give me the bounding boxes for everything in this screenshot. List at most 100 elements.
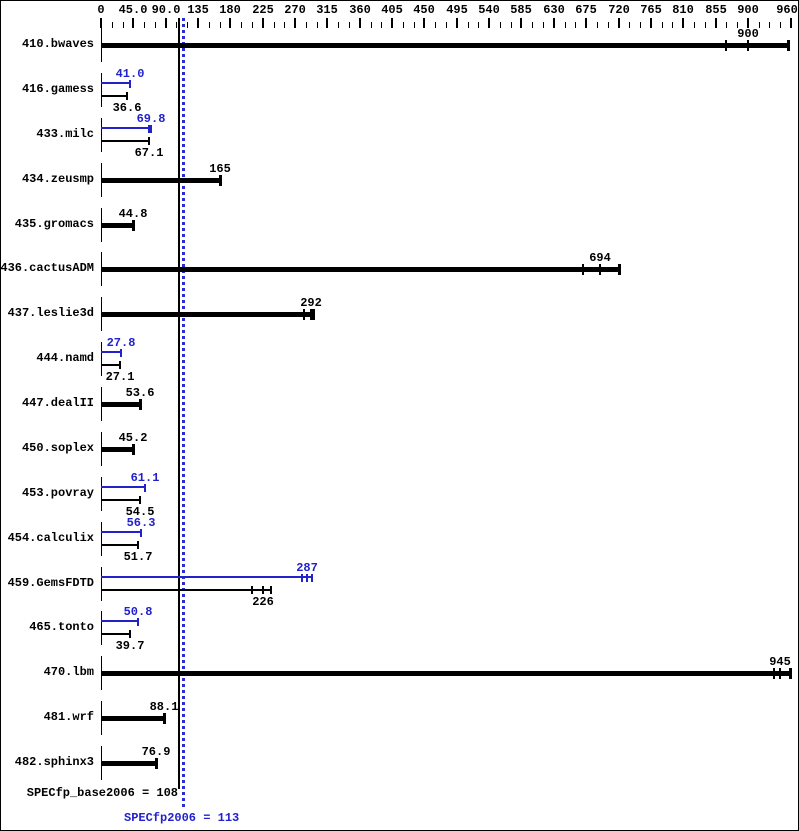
axis-tick-label: 450 — [413, 3, 435, 17]
benchmark-label: 436.cactusADM — [0, 261, 94, 275]
axis-tick-label: 180 — [219, 3, 241, 17]
benchmark-label: 482.sphinx3 — [14, 755, 94, 769]
run-tick — [789, 668, 792, 679]
base-value-label: 45.2 — [118, 431, 148, 445]
peak-bar — [101, 351, 122, 353]
run-tick — [303, 309, 305, 320]
base-bar — [101, 364, 121, 366]
run-tick — [144, 484, 146, 492]
axis-tick-label: 360 — [349, 3, 371, 17]
axis-minor-tick — [435, 22, 436, 28]
benchmark-label: 447.dealII — [21, 396, 94, 410]
axis-minor-tick — [220, 22, 221, 28]
base-bar — [101, 671, 791, 676]
benchmark-label: 444.namd — [36, 351, 94, 365]
axis-minor-tick — [187, 22, 188, 28]
run-tick — [310, 309, 312, 320]
axis-major-tick — [165, 18, 167, 28]
base-value-label: 27.1 — [105, 370, 135, 384]
axis-major-tick — [100, 18, 102, 28]
axis-tick-label: 720 — [608, 3, 630, 17]
base-value-label: 53.6 — [125, 386, 155, 400]
axis-tick-label: 495 — [446, 3, 468, 17]
run-tick — [155, 758, 158, 769]
axis-tick-label: 270 — [284, 3, 306, 17]
peak-bar — [101, 576, 313, 578]
row-baseline-tick — [101, 342, 102, 376]
specfp-base2006-score-label: SPECfp_base2006 = 108 — [26, 786, 178, 800]
axis-minor-tick — [597, 22, 598, 28]
axis-minor-tick — [737, 22, 738, 28]
benchmark-label: 433.milc — [36, 127, 94, 141]
run-tick — [137, 541, 139, 549]
axis-minor-tick — [306, 22, 307, 28]
axis-tick-label: 45.0 — [118, 3, 148, 17]
axis-tick-label: 960 — [776, 3, 798, 17]
run-tick — [129, 630, 131, 638]
peak-bar — [101, 82, 131, 84]
base-value-label: 44.8 — [118, 207, 148, 221]
base-value-label: 900 — [737, 27, 759, 41]
benchmark-label: 470.lbm — [43, 665, 94, 679]
base-bar — [101, 267, 620, 272]
run-tick — [150, 125, 152, 133]
axis-major-tick — [391, 18, 393, 28]
benchmark-label: 454.calculix — [7, 531, 94, 545]
base-bar — [101, 447, 134, 452]
axis-minor-tick — [694, 22, 695, 28]
run-tick — [773, 668, 775, 679]
base-value-label: 39.7 — [115, 639, 145, 653]
axis-major-tick — [650, 18, 652, 28]
base-value-label: 76.9 — [141, 745, 171, 759]
base-value-label: 165 — [209, 162, 231, 176]
benchmark-label: 434.zeusmp — [21, 172, 94, 186]
axis-minor-tick — [176, 22, 177, 28]
axis-minor-tick — [338, 22, 339, 28]
axis-tick-label: 225 — [252, 3, 274, 17]
peak-bar — [101, 531, 142, 533]
base-bar — [101, 716, 165, 721]
run-tick — [148, 137, 150, 145]
run-tick — [262, 586, 264, 594]
axis-tick-label: 900 — [737, 3, 759, 17]
peak-value-label: 56.3 — [126, 516, 156, 530]
axis-tick-label: 90.0 — [151, 3, 181, 17]
axis-minor-tick — [726, 22, 727, 28]
run-tick — [779, 668, 781, 679]
benchmark-label: 453.povray — [21, 486, 94, 500]
axis-minor-tick — [241, 22, 242, 28]
base-value-label: 292 — [300, 296, 322, 310]
base-bar — [101, 223, 134, 228]
run-tick — [725, 40, 727, 51]
axis-minor-tick — [478, 22, 479, 28]
axis-major-tick — [326, 18, 328, 28]
peak-value-label: 61.1 — [130, 471, 160, 485]
peak-value-label: 41.0 — [115, 67, 145, 81]
benchmark-label: 465.tonto — [29, 620, 94, 634]
axis-minor-tick — [662, 22, 663, 28]
axis-minor-tick — [575, 22, 576, 28]
axis-minor-tick — [780, 22, 781, 28]
base-value-label: 945 — [769, 655, 791, 669]
run-tick — [139, 496, 141, 504]
benchmark-label: 437.leslie3d — [7, 306, 94, 320]
run-tick — [311, 574, 313, 582]
axis-major-tick — [359, 18, 361, 28]
axis-minor-tick — [640, 22, 641, 28]
axis-major-tick — [132, 18, 134, 28]
benchmark-label: 410.bwaves — [21, 37, 94, 51]
run-tick — [618, 264, 621, 275]
run-tick — [163, 713, 166, 724]
row-baseline-tick — [101, 522, 102, 556]
base-value-label: 694 — [589, 251, 611, 265]
run-tick — [306, 574, 308, 582]
axis-tick-label: 765 — [640, 3, 662, 17]
base-bar — [101, 402, 141, 407]
axis-minor-tick — [284, 22, 285, 28]
row-baseline-tick — [101, 611, 102, 645]
axis-major-tick — [618, 18, 620, 28]
run-tick — [139, 399, 142, 410]
benchmark-label: 450.soplex — [21, 441, 94, 455]
axis-major-tick — [229, 18, 231, 28]
axis-major-tick — [262, 18, 264, 28]
